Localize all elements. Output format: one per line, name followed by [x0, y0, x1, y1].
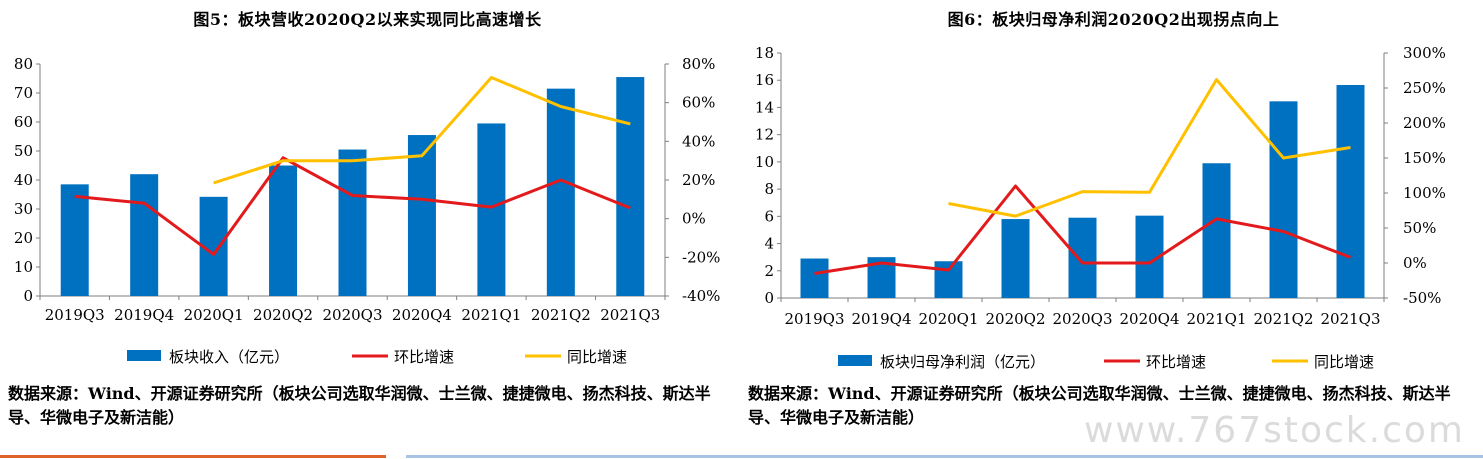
bar — [130, 174, 159, 296]
x-axis-tick-label: 2019Q3 — [45, 306, 105, 324]
right-axis-tick-label: 300% — [1403, 44, 1446, 62]
left-axis-tick-label: 0 — [23, 287, 33, 305]
right-axis-tick-label: 20% — [682, 171, 715, 189]
legend-label: 环比增速 — [394, 348, 454, 366]
x-axis-tick-label: 2020Q1 — [918, 310, 978, 328]
bar — [60, 184, 89, 296]
figure-5-panel: 图5：板块营收2020Q2以来实现同比高速增长 0 10 20 30 40 50 60 70 8… — [0, 0, 735, 459]
right-axis-tick-label: 0% — [1403, 254, 1427, 272]
x-axis-tick-label: 2021Q2 — [531, 306, 591, 324]
x-axis-tick-label: 2020Q4 — [392, 306, 452, 324]
x-axis-tick-label: 2021Q1 — [1186, 310, 1246, 328]
bar — [1068, 217, 1097, 298]
right-axis-tick-label: 40% — [682, 132, 715, 150]
bar — [1336, 84, 1365, 298]
x-axis-tick-label: 2021Q3 — [600, 306, 660, 324]
x-axis-tick-label: 2020Q1 — [184, 306, 244, 324]
left-axis-tick-label: 8 — [764, 180, 774, 198]
x-axis-tick-label: 2019Q4 — [114, 306, 174, 324]
yoy-growth-line — [213, 76, 631, 185]
left-axis-tick-label: 16 — [755, 71, 774, 89]
bar — [934, 261, 963, 298]
right-axis-tick-label: 60% — [682, 94, 715, 112]
legend-label: 板块收入（亿元） — [169, 348, 289, 366]
left-axis-tick-label: 50 — [14, 142, 33, 160]
figure-5-chart: 0 10 20 30 40 50 60 70 80 -40% -20% 0% 20% 40% 60% 80% 2… — [14, 55, 721, 366]
right-axis-tick-label: 50% — [1403, 219, 1436, 237]
bar — [616, 77, 645, 296]
right-axis-tick-label: 200% — [1403, 114, 1446, 132]
bar — [477, 123, 506, 296]
legend-label: 板块归母净利润（亿元） — [880, 353, 1045, 371]
qoq-growth-line — [74, 156, 631, 256]
x-axis-tick-label: 2020Q4 — [1119, 310, 1179, 328]
bar — [1001, 219, 1030, 298]
right-axis-tick-label: 0% — [682, 210, 706, 228]
left-axis-tick-label: 10 — [755, 153, 774, 171]
figure-5-source: 数据来源：Wind、开源证券研究所（板块公司选取华润微、士兰微、捷捷微电、扬杰科… — [8, 384, 711, 427]
yoy-growth-line — [948, 78, 1351, 218]
left-axis-tick-label: 30 — [14, 200, 33, 218]
right-axis-tick-label: 150% — [1403, 149, 1446, 167]
x-axis-tick-label: 2019Q4 — [851, 310, 911, 328]
figure-6-panel: 图6：板块归母净利润2020Q2出现拐点向上 0 2 4 6 8 10 12 14 16 18 -5… — [744, 0, 1483, 459]
right-axis-tick-label: -40% — [682, 287, 720, 305]
left-axis-tick-label: 60 — [14, 113, 33, 131]
left-axis-tick-label: 12 — [755, 126, 774, 144]
left-axis-tick-label: 14 — [755, 98, 774, 116]
qoq-growth-line — [814, 184, 1352, 275]
left-axis-tick-label: 2 — [764, 262, 774, 280]
left-axis-tick-label: 20 — [14, 229, 33, 247]
right-axis-tick-label: 80% — [682, 55, 715, 73]
right-axis-tick-label: 250% — [1403, 79, 1446, 97]
watermark: www.767stock.com — [1083, 410, 1465, 451]
x-axis-tick-label: 2020Q2 — [253, 306, 313, 324]
figure-5-title: 图5：板块营收2020Q2以来实现同比高速增长 — [193, 10, 542, 29]
figure-6-chart: 0 2 4 6 8 10 12 14 16 18 -50% 0% 50% 100% 150% 200% 250%… — [755, 44, 1446, 371]
figure-6-title: 图6：板块归母净利润2020Q2出现拐点向上 — [947, 10, 1280, 29]
bar — [338, 149, 367, 296]
footer-divider-right — [406, 455, 1483, 458]
x-axis-tick-label: 2020Q3 — [322, 306, 382, 324]
legend-swatch-bar — [127, 350, 161, 361]
right-axis-tick-label: -50% — [1403, 289, 1441, 307]
left-axis-tick-label: 40 — [14, 171, 33, 189]
bar — [407, 135, 436, 296]
left-axis-tick-label: 6 — [764, 207, 774, 225]
bar — [1202, 163, 1231, 298]
left-axis-tick-label: 70 — [14, 84, 33, 102]
right-axis-tick-label: 100% — [1403, 184, 1446, 202]
x-axis-tick-label: 2021Q2 — [1253, 310, 1313, 328]
bar — [800, 258, 829, 298]
legend-label: 环比增速 — [1146, 353, 1206, 371]
left-axis-tick-label: 10 — [14, 258, 33, 276]
left-axis-tick-label: 80 — [14, 55, 33, 73]
left-axis-tick-label: 0 — [764, 289, 774, 307]
bar — [1269, 101, 1298, 298]
legend-swatch-bar — [838, 355, 872, 366]
x-axis-tick-label: 2020Q3 — [1052, 310, 1112, 328]
left-axis-tick-label: 4 — [764, 235, 774, 253]
x-axis-tick-label: 2021Q1 — [461, 306, 521, 324]
legend-label: 同比增速 — [1314, 353, 1374, 371]
x-axis-tick-label: 2019Q3 — [784, 310, 844, 328]
figure-6-source: 数据来源：Wind、开源证券研究所（板块公司选取华润微、士兰微、捷捷微电、扬杰科… — [748, 384, 1451, 427]
x-axis-tick-label: 2020Q2 — [985, 310, 1045, 328]
x-axis-tick-label: 2021Q3 — [1320, 310, 1380, 328]
bar — [269, 165, 298, 296]
right-axis-tick-label: -20% — [682, 248, 720, 266]
footer-divider-left — [0, 455, 386, 458]
legend-label: 同比增速 — [567, 348, 627, 366]
left-axis-tick-label: 18 — [755, 44, 774, 62]
bar — [546, 88, 575, 297]
